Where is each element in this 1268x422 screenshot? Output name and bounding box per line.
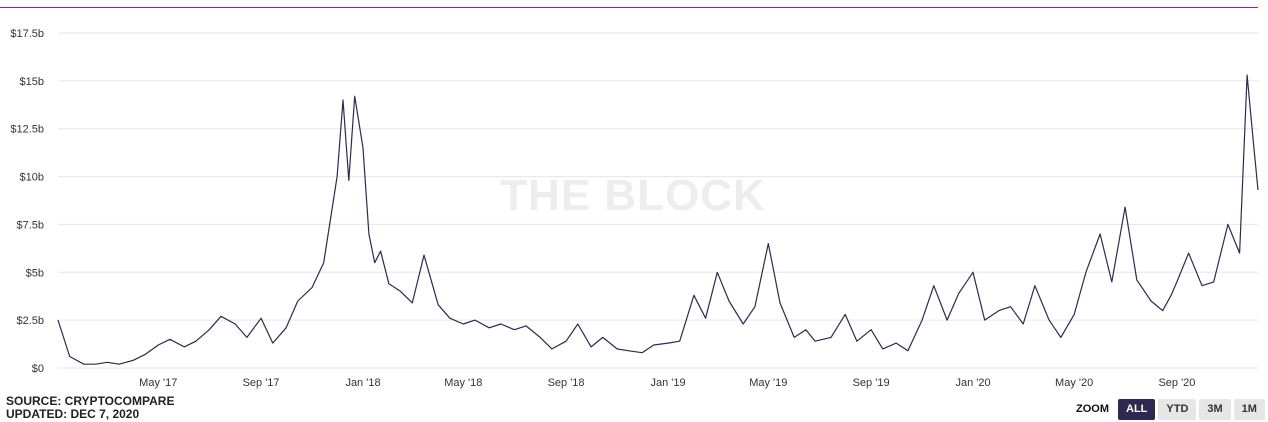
updated-line: UPDATED: DEC 7, 2020 — [6, 407, 140, 421]
zoom-3m-button[interactable]: 3M — [1199, 398, 1231, 420]
source-line: SOURCE: CRYPTOCOMPARE — [6, 394, 175, 408]
y-tick-label: $12.5b — [10, 124, 44, 136]
series-line — [57, 74, 1259, 365]
x-tick-label: May '19 — [749, 377, 787, 389]
gridlines — [58, 32, 1258, 369]
chart: THE BLOCK $0$2.5b$5b$7.5b$10b$12.5b$15b$… — [10, 28, 1259, 389]
y-tick-label: $0 — [32, 363, 44, 375]
y-tick-label: $10b — [20, 172, 44, 184]
y-axis-ticks: $0 $2.5b $5b $7.5b $10b $12.5b $15b $17.5b — [10, 28, 44, 375]
x-tick-label: Jan '20 — [955, 377, 990, 389]
x-tick-label: Jan '18 — [345, 377, 380, 389]
x-tick-label: Sep '17 — [243, 377, 280, 389]
top-accent-rule — [0, 7, 1258, 8]
y-tick-label: $5b — [26, 267, 44, 279]
y-tick-label: $15b — [20, 76, 44, 88]
zoom-controls: ZOOM ALL YTD 3M 1M — [1076, 398, 1265, 420]
x-tick-label: Jan '19 — [650, 377, 685, 389]
x-tick-label: May '18 — [444, 377, 482, 389]
x-tick-label: Sep '19 — [853, 377, 890, 389]
x-axis-ticks: May '17 Sep '17 Jan '18 May '18 Sep '18 Jan '… — [139, 377, 1195, 389]
x-tick-label: May '20 — [1055, 377, 1093, 389]
y-tick-label: $17.5b — [10, 28, 44, 40]
zoom-label: ZOOM — [1076, 403, 1109, 415]
y-tick-label: $7.5b — [16, 219, 44, 231]
x-tick-label: Sep '20 — [1158, 377, 1195, 389]
y-tick-label: $2.5b — [16, 315, 44, 327]
zoom-1m-button[interactable]: 1M — [1233, 398, 1265, 420]
x-tick-label: May '17 — [139, 377, 177, 389]
zoom-all-button[interactable]: ALL — [1118, 398, 1156, 420]
series-layer — [57, 74, 1259, 365]
x-tick-label: Sep '18 — [548, 377, 585, 389]
zoom-ytd-button[interactable]: YTD — [1158, 398, 1197, 420]
watermark: THE BLOCK — [500, 171, 766, 220]
source-note: SOURCE: CRYPTOCOMPARE UPDATED: DEC 7, 20… — [6, 395, 174, 421]
